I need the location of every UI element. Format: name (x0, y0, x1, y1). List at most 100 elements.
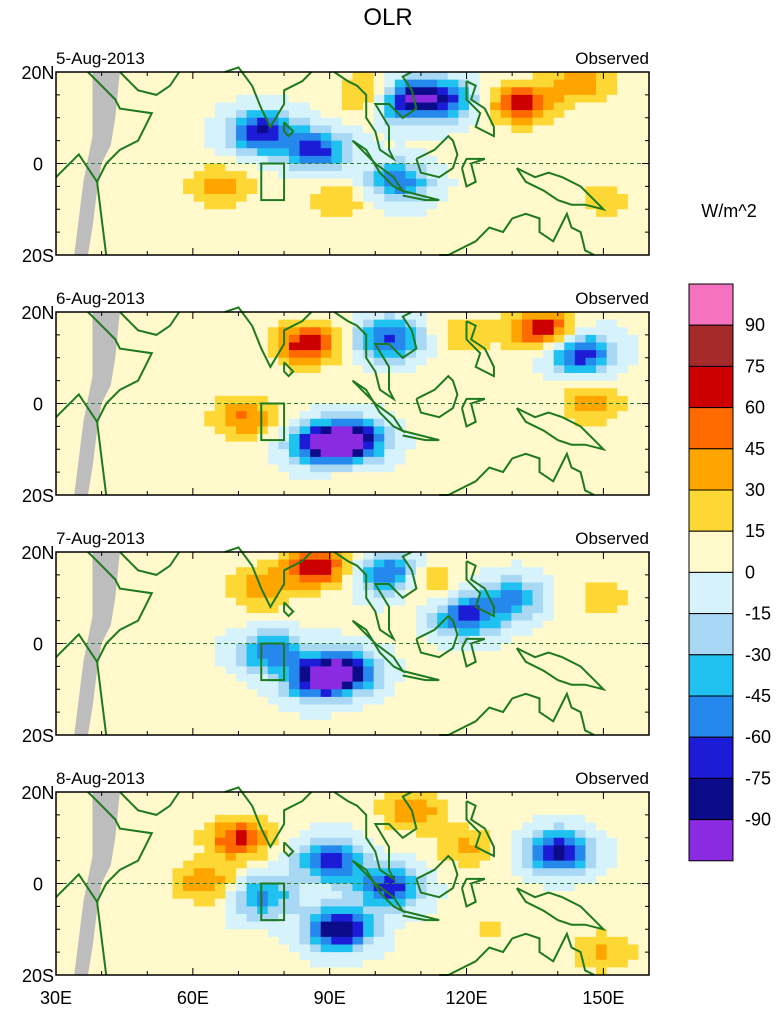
olr-cell (331, 125, 343, 134)
olr-cell (596, 674, 608, 683)
olr-cell (310, 342, 322, 351)
olr-cell (564, 102, 576, 111)
olr-cell (278, 704, 290, 713)
olr-cell (225, 388, 237, 397)
olr-cell (574, 651, 587, 660)
olr-cell (246, 651, 258, 660)
olr-cell (183, 822, 195, 831)
olr-cell (543, 635, 555, 645)
olr-cell (574, 712, 587, 721)
olr-cell (373, 232, 385, 241)
olr-cell (384, 155, 396, 165)
olr-cell (352, 117, 364, 126)
olr-cell (267, 605, 279, 614)
olr-cell (130, 837, 142, 846)
olr-cell (320, 906, 332, 915)
olr-cell (553, 479, 565, 488)
olr-cell (108, 891, 121, 900)
olr-cell (204, 94, 216, 104)
olr-cell (384, 403, 396, 412)
olr-cell (394, 696, 407, 706)
olr-cell (172, 163, 184, 172)
olr-cell (225, 635, 237, 645)
olr-cell (363, 651, 375, 660)
olr-cell (172, 674, 184, 683)
olr-cell (299, 464, 311, 473)
olr-cell (288, 944, 301, 953)
olr-cell (172, 822, 184, 831)
olr-cell (257, 403, 269, 412)
olr-cell (172, 171, 184, 180)
olr-cell (204, 666, 216, 675)
olr-cell (521, 590, 534, 599)
olr-cell (257, 87, 269, 96)
olr-cell (130, 704, 142, 713)
olr-cell (606, 666, 618, 675)
olr-cell (257, 117, 269, 126)
olr-cell (278, 479, 290, 488)
olr-cell (267, 590, 279, 599)
olr-cell (458, 312, 470, 321)
olr-cell (161, 605, 174, 614)
olr-cell (606, 155, 618, 165)
olr-cell (458, 464, 470, 473)
olr-cell (373, 658, 385, 667)
olr-cell (246, 914, 258, 923)
olr-cell (108, 704, 121, 713)
olr-cell (596, 472, 608, 481)
olr-cell (77, 792, 89, 801)
coastline (402, 189, 440, 202)
olr-cell (320, 418, 332, 427)
olr-cell (161, 590, 174, 599)
y-tick-label: 20N (21, 63, 54, 83)
olr-cell (310, 380, 322, 389)
olr-cell (627, 479, 640, 488)
olr-cell (574, 643, 587, 652)
olr-cell (479, 148, 491, 157)
olr-cell (246, 133, 258, 142)
olr-cell (627, 590, 640, 599)
olr-cell (299, 883, 311, 892)
olr-cell (596, 426, 608, 435)
olr-cell (352, 967, 364, 976)
olr-cell (236, 944, 248, 953)
olr-cell (373, 216, 385, 226)
olr-cell (214, 959, 227, 968)
olr-cell (638, 171, 650, 180)
olr-cell (352, 350, 364, 359)
olr-cell (490, 559, 502, 568)
olr-cell (384, 689, 396, 698)
olr-cell (310, 186, 322, 195)
olr-cell (458, 727, 470, 736)
olr-cell (352, 719, 364, 728)
olr-cell (606, 628, 618, 637)
olr-cell (331, 936, 343, 946)
olr-cell (66, 209, 78, 218)
olr-cell (606, 327, 618, 336)
olr-cell (585, 327, 597, 336)
olr-cell (384, 201, 396, 210)
olr-cell (638, 350, 650, 359)
olr-cell (373, 441, 385, 450)
olr-cell (140, 441, 152, 450)
olr-cell (66, 380, 78, 389)
olr-cell (288, 605, 301, 614)
olr-cell (511, 247, 523, 256)
olr-cell (204, 906, 216, 915)
olr-cell (585, 574, 597, 584)
olr-cell (606, 559, 618, 568)
olr-cell (288, 133, 301, 142)
olr-cell (77, 807, 89, 816)
olr-cell (257, 658, 269, 667)
olr-cell (458, 559, 470, 568)
olr-cell (585, 72, 597, 81)
olr-cell (288, 319, 301, 328)
olr-cell (606, 87, 618, 96)
olr-cell (204, 837, 216, 846)
olr-cell (363, 201, 375, 210)
olr-cell (299, 209, 311, 218)
olr-cell (352, 334, 364, 344)
olr-cell (405, 574, 417, 584)
olr-cell (310, 814, 322, 824)
olr-cell (130, 681, 142, 690)
